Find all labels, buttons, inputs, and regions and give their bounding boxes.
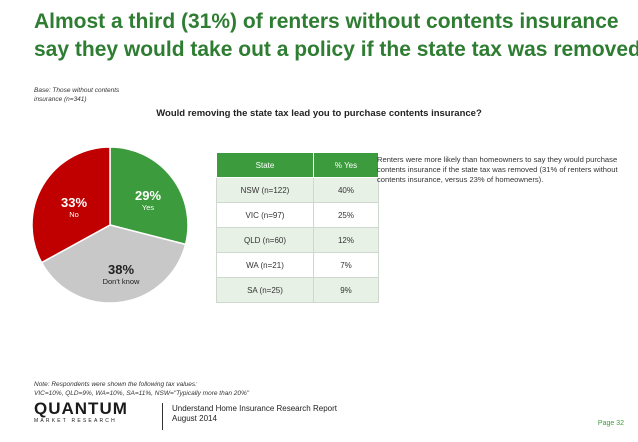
table-row: QLD (n=60) 12% — [216, 227, 379, 253]
state-cell: QLD (n=60) — [216, 227, 314, 253]
quantum-logo: QUANTUM MARKET RESEARCH — [34, 399, 128, 424]
slide-title: Almost a third (31%) of renters without … — [34, 8, 638, 64]
footnote-line-1: Note: Respondents were shown the followi… — [34, 381, 197, 388]
logo-subtitle: MARKET RESEARCH — [34, 418, 117, 424]
pie-label-no: 33% No — [44, 195, 104, 219]
logo-wordmark: QUANTUM — [34, 399, 128, 418]
report-date: August 2014 — [172, 414, 217, 423]
state-cell: SA (n=25) — [216, 277, 314, 303]
pie-value-yes: 29% — [134, 188, 162, 203]
footnote: Note: Respondents were shown the followi… — [34, 380, 249, 398]
slide-title-line-2: say they would take out a policy if the … — [34, 38, 638, 61]
state-table-header: State % Yes — [216, 152, 379, 178]
chart-question: Would removing the state tax lead you to… — [156, 108, 482, 119]
table-row: SA (n=25) 9% — [216, 277, 379, 303]
column-header-pct-yes: % Yes — [313, 152, 379, 178]
pie-value-no: 33% — [60, 195, 88, 210]
base-note-line-2: insurance (n=341) — [34, 96, 87, 103]
footnote-line-2: VIC=10%, QLD=9%, WA=10%, SA=11%, NSW="Ty… — [34, 390, 250, 397]
report-title: Understand Home Insurance Research Repor… — [172, 404, 337, 413]
table-row: WA (n=21) 7% — [216, 252, 379, 278]
base-note: Base: Those without contents insurance (… — [34, 86, 119, 104]
pie-slice-dont-know — [40, 224, 187, 304]
pct-cell: 25% — [313, 202, 379, 228]
pct-cell: 40% — [313, 177, 379, 203]
pie-category-dont-know: Don't know — [102, 277, 140, 286]
pie-label-dont-know: 38% Don't know — [86, 262, 156, 286]
pct-cell: 7% — [313, 252, 379, 278]
page-number: Page 32 — [597, 420, 624, 427]
insight-text: Renters were more likely than homeowners… — [377, 155, 618, 184]
pie-category-no: No — [69, 210, 79, 219]
footer-divider — [162, 403, 163, 430]
pct-cell: 9% — [313, 277, 379, 303]
insight-bullet: • Renters were more likely than homeowne… — [366, 155, 624, 185]
state-cell: WA (n=21) — [216, 252, 314, 278]
pie-value-dont-know: 38% — [107, 262, 135, 277]
pct-cell: 12% — [313, 227, 379, 253]
bullet-icon: • — [366, 155, 369, 164]
base-note-line-1: Base: Those without contents — [34, 87, 120, 94]
pie-slice-no — [31, 146, 111, 264]
slide-title-line-1: Almost a third (31%) of renters without … — [34, 10, 619, 33]
state-table: State % Yes NSW (n=122) 40% VIC (n=97) 2… — [216, 152, 379, 303]
report-info: Understand Home Insurance Research Repor… — [172, 404, 337, 424]
pie-label-yes: 29% Yes — [118, 188, 178, 212]
state-cell: NSW (n=122) — [216, 177, 314, 203]
pie-slice-yes — [109, 146, 189, 246]
column-header-state: State — [216, 152, 314, 178]
table-row: VIC (n=97) 25% — [216, 202, 379, 228]
table-row: NSW (n=122) 40% — [216, 177, 379, 203]
pie-chart — [31, 146, 189, 304]
pie-category-yes: Yes — [141, 203, 155, 212]
state-cell: VIC (n=97) — [216, 202, 314, 228]
